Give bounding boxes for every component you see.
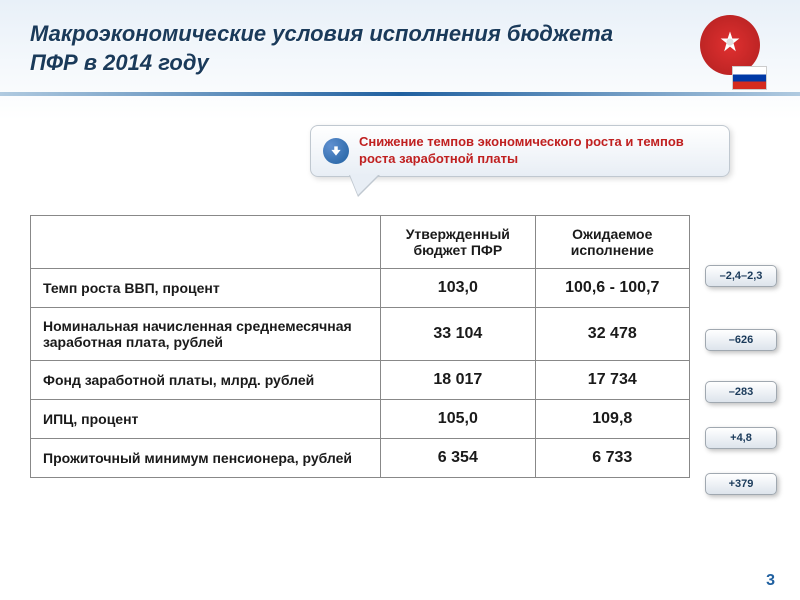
row-v2: 32 478 bbox=[535, 308, 689, 361]
callout-tail-inner bbox=[350, 175, 378, 195]
table-header-blank bbox=[31, 216, 381, 269]
page-number: 3 bbox=[766, 572, 775, 590]
row-label: Фонд заработной платы, млрд. рублей bbox=[31, 361, 381, 400]
callout-text: Снижение темпов экономического роста и т… bbox=[359, 134, 713, 168]
delta-badge: –2,4–2,3 bbox=[705, 265, 777, 287]
row-v1: 105,0 bbox=[381, 400, 535, 439]
delta-badge: +4,8 bbox=[705, 427, 777, 449]
down-arrow-icon bbox=[323, 138, 349, 164]
table-row: Темп роста ВВП, процент 103,0 100,6 - 10… bbox=[31, 269, 690, 308]
macro-table: Утвержденный бюджет ПФР Ожидаемое исполн… bbox=[30, 215, 690, 478]
table-row: Прожиточный минимум пенсионера, рублей 6… bbox=[31, 439, 690, 478]
row-v2: 6 733 bbox=[535, 439, 689, 478]
row-label: Прожиточный минимум пенсионера, рублей bbox=[31, 439, 381, 478]
table-row: Фонд заработной платы, млрд. рублей 18 0… bbox=[31, 361, 690, 400]
table-row: ИПЦ, процент 105,0 109,8 bbox=[31, 400, 690, 439]
slide-title: Макроэкономические условия исполнения бю… bbox=[30, 20, 630, 77]
table-header-approved: Утвержденный бюджет ПФР bbox=[381, 216, 535, 269]
callout-bubble: Снижение темпов экономического роста и т… bbox=[310, 125, 730, 177]
row-v2: 17 734 bbox=[535, 361, 689, 400]
pfr-logo bbox=[685, 15, 775, 90]
row-v2: 109,8 bbox=[535, 400, 689, 439]
row-label: Темп роста ВВП, процент bbox=[31, 269, 381, 308]
delta-badge: –626 bbox=[705, 329, 777, 351]
russia-flag-icon bbox=[732, 66, 767, 90]
row-label: Номинальная начисленная среднемесячная з… bbox=[31, 308, 381, 361]
row-v1: 18 017 bbox=[381, 361, 535, 400]
row-v2: 100,6 - 100,7 bbox=[535, 269, 689, 308]
table-header-expected: Ожидаемое исполнение bbox=[535, 216, 689, 269]
row-v1: 6 354 bbox=[381, 439, 535, 478]
row-label: ИПЦ, процент bbox=[31, 400, 381, 439]
delta-badge: –283 bbox=[705, 381, 777, 403]
delta-badges: –2,4–2,3 –626 –283 +4,8 +379 bbox=[705, 265, 777, 519]
table-row: Номинальная начисленная среднемесячная з… bbox=[31, 308, 690, 361]
pfr-logo-glyph bbox=[716, 28, 744, 62]
header-divider bbox=[0, 92, 800, 96]
row-v1: 33 104 bbox=[381, 308, 535, 361]
row-v1: 103,0 bbox=[381, 269, 535, 308]
delta-badge: +379 bbox=[705, 473, 777, 495]
slide-header: Макроэкономические условия исполнения бю… bbox=[0, 0, 800, 87]
table-header-row: Утвержденный бюджет ПФР Ожидаемое исполн… bbox=[31, 216, 690, 269]
